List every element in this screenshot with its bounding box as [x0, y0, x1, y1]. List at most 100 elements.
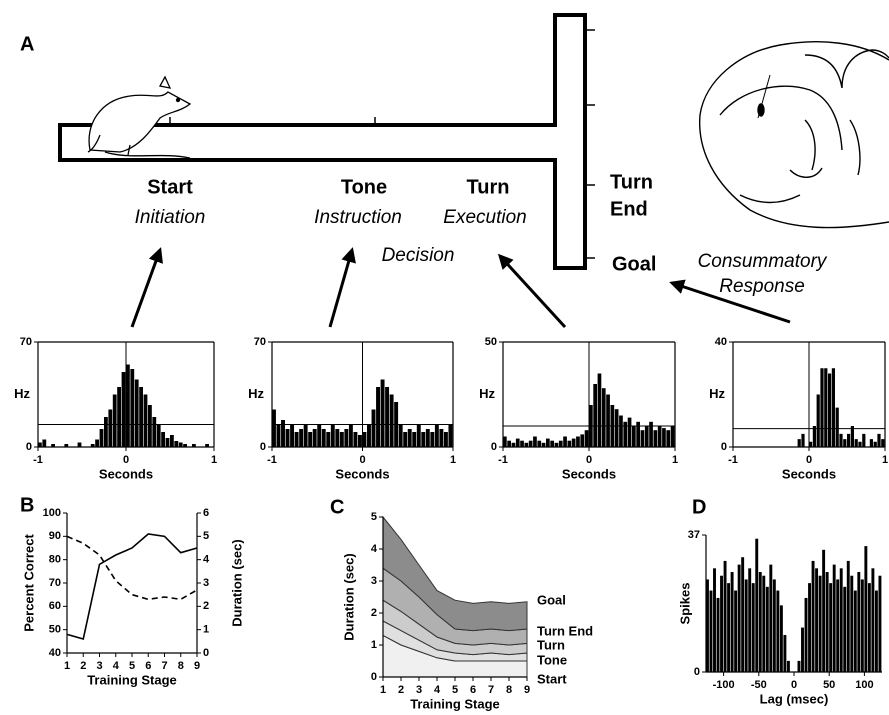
bar	[765, 586, 769, 672]
bar	[824, 368, 828, 447]
bar	[829, 583, 833, 672]
rat	[87, 75, 192, 159]
bar	[706, 579, 709, 672]
bar	[112, 394, 117, 447]
bar	[881, 439, 885, 447]
y-tick-label: 70	[49, 577, 61, 589]
bar	[825, 572, 829, 672]
bar	[156, 424, 161, 447]
bar	[385, 387, 390, 447]
bar	[614, 409, 619, 447]
bar	[205, 444, 209, 447]
bar	[653, 430, 658, 447]
x-axis-label: Seconds	[562, 466, 616, 481]
maze-label: End	[610, 198, 648, 220]
brain-section	[698, 41, 889, 229]
bar	[797, 660, 801, 672]
x-tick-label: 9	[524, 684, 530, 696]
y-tick-label: 0	[721, 441, 727, 453]
bar	[854, 439, 858, 447]
bar	[623, 421, 628, 447]
maze-label: Turn	[610, 171, 653, 193]
bar	[662, 428, 666, 447]
bar	[412, 432, 417, 447]
bar	[533, 436, 537, 447]
bar	[877, 433, 881, 447]
y-tick-label: 100	[43, 507, 61, 519]
panel-label: B	[20, 494, 34, 516]
x-tick-label: 1	[450, 454, 456, 466]
y-axis-label: Percent Correct	[21, 534, 36, 632]
bar	[398, 424, 403, 447]
bar	[321, 429, 326, 447]
bar	[528, 440, 533, 447]
bar	[835, 407, 839, 447]
bar	[299, 429, 304, 447]
line-series	[66, 535, 198, 601]
bar	[727, 583, 731, 672]
x-tick-label: 1	[672, 454, 678, 466]
bar	[640, 430, 645, 447]
bar	[809, 441, 813, 447]
x-tick-label: 0	[359, 454, 365, 466]
y2-tick-label: 1	[203, 624, 209, 636]
x-tick-label: -1	[498, 454, 508, 466]
bar	[783, 634, 787, 672]
bar	[797, 439, 801, 447]
y-tick-label: 60	[49, 600, 61, 612]
bar	[853, 590, 857, 672]
bar	[601, 388, 606, 447]
y-axis-label: Hz	[248, 386, 264, 401]
y-axis-label: Duration (sec)	[341, 553, 356, 640]
bar	[619, 415, 623, 447]
y2-tick-label: 0	[203, 647, 209, 659]
x-tick-label: 0	[791, 679, 797, 691]
bar	[524, 442, 529, 447]
bar	[515, 438, 520, 447]
bar	[192, 444, 196, 447]
bar	[430, 432, 435, 447]
bar	[737, 564, 741, 672]
bar	[507, 440, 511, 447]
bar	[846, 560, 850, 672]
x-tick-label: 2	[398, 684, 404, 696]
bar	[860, 579, 864, 672]
bar	[636, 421, 640, 447]
bar	[836, 579, 840, 672]
y2-tick-label: 3	[203, 577, 209, 589]
series-label: Start	[537, 671, 567, 686]
y-tick-label: 5	[371, 511, 377, 523]
bar	[434, 424, 439, 447]
x-axis-label: Training Stage	[410, 696, 500, 711]
bar	[550, 440, 554, 447]
y-tick-label: 0	[694, 666, 700, 678]
y-tick-label: 70	[20, 336, 32, 348]
bar	[117, 387, 121, 447]
bar	[104, 417, 108, 447]
bar	[786, 660, 790, 672]
y2-tick-label: 2	[203, 600, 209, 612]
maze-label: Execution	[443, 207, 526, 228]
bar	[161, 432, 165, 447]
x-tick-label: 8	[506, 684, 512, 696]
y-tick-label: 50	[49, 624, 61, 636]
bar	[126, 364, 130, 447]
bar	[294, 432, 299, 447]
bar	[367, 424, 371, 447]
bar	[822, 549, 826, 672]
y-tick-label: 37	[688, 529, 700, 541]
bar	[108, 409, 113, 447]
bar	[77, 442, 82, 447]
x-tick-label: -1	[33, 454, 43, 466]
bar	[867, 583, 871, 672]
y-tick-label: 40	[49, 647, 61, 659]
area-series	[382, 515, 528, 632]
bar	[584, 430, 589, 447]
bar	[425, 429, 430, 447]
bar	[448, 424, 453, 447]
series-label: Tone	[537, 652, 567, 667]
bar	[339, 432, 344, 447]
bar	[580, 434, 585, 447]
bar	[709, 590, 713, 672]
bar	[90, 444, 95, 447]
